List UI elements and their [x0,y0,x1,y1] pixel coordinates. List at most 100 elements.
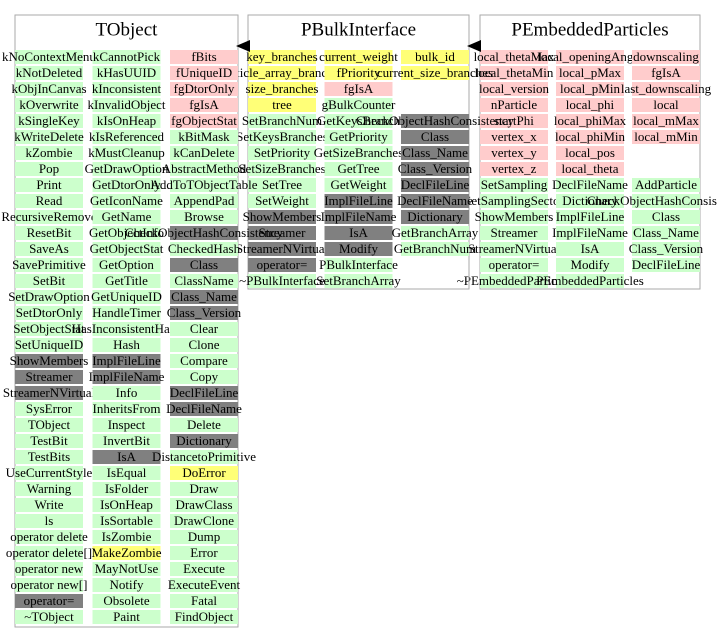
member-cell [632,50,700,64]
member-cell [480,226,548,240]
member-cell [170,482,238,496]
member-cell [170,210,238,224]
member-label: SetSamplingSector [464,193,564,208]
member-label: DrawClass [175,497,232,512]
member-label: Dictionary [407,209,463,224]
member-cell [632,82,700,96]
member-label: IsEqual [107,465,147,480]
member-label: Pop [39,161,59,176]
member-label: MayNotUse [95,561,159,576]
class-box: PEmbeddedParticleslocal_thetaMaxlocal_th… [457,14,717,290]
member-cell [248,50,316,64]
member-label: Streamer [26,369,74,384]
member-cell [480,258,548,272]
member-label: operator delete[] [6,545,92,560]
member-label: IsOnHeap [100,497,153,512]
member-label: last_downscaling [621,81,712,96]
member-cell [480,146,548,160]
member-cell [401,226,469,240]
inheritance-arrow [467,40,481,52]
member-cell [170,306,238,320]
member-cell [15,546,83,560]
member-label: TObject [28,417,71,432]
member-label: local [653,97,679,112]
member-label: SetTree [262,177,302,192]
member-label: kCanDelete [173,145,235,160]
member-label: CheckObjectHashConsistency [356,113,515,128]
member-label: InheritsFrom [93,401,161,416]
member-label: kObjInCanvas [11,81,86,96]
member-label: Class_Name [633,225,699,240]
member-cell [92,130,161,144]
member-cell [92,242,161,256]
member-cell [15,242,83,256]
member-label: gBulkCounter [322,97,396,112]
member-label: ImplFileLine [92,353,161,368]
member-cell [170,130,238,144]
member-cell [401,178,469,192]
member-label: kWriteDelete [14,129,84,144]
member-cell [632,194,700,208]
member-cell [92,194,161,208]
member-cell [15,114,83,128]
member-cell [92,610,161,624]
member-label: Clear [190,321,219,336]
member-label: ShowMembers [243,209,322,224]
member-label: ExecuteEvent [168,577,241,592]
member-label: InvertBit [103,433,150,448]
member-cell [632,210,700,224]
member-cell [632,66,700,80]
member-label: downscaling [633,49,699,64]
member-cell [556,242,624,256]
member-label: SavePrimitive [12,257,86,272]
member-label: current_size_branches [377,65,493,80]
member-cell [15,578,83,592]
member-label: ls [45,513,54,528]
member-cell [248,130,316,144]
member-label: operator new[] [11,577,88,592]
member-cell [556,178,624,192]
member-label: operator= [257,257,308,272]
member-label: GetTree [337,161,379,176]
member-cell [92,274,161,288]
member-cell [92,210,161,224]
member-cell [170,386,238,400]
member-label: Obsolete [103,593,149,608]
member-cell [324,98,393,112]
member-cell [92,98,161,112]
member-label: GetSizeBranches [314,145,404,160]
member-label: Warning [27,481,72,496]
member-cell [92,178,161,192]
member-cell [324,194,393,208]
member-cell [248,226,316,240]
member-label: local_openingAngle [537,49,643,64]
member-cell [170,290,238,304]
member-cell [15,98,83,112]
member-cell [324,210,393,224]
member-label: SetSizeBranches [238,161,325,176]
member-label: local_phiMin [555,129,626,144]
member-label: Class [652,209,680,224]
member-cell [480,178,548,192]
member-cell [15,370,83,384]
member-label: Notify [110,577,144,592]
member-cell [92,370,161,384]
member-cell [324,226,393,240]
member-cell [324,82,393,96]
member-label: kIsReferenced [89,129,165,144]
member-cell [632,226,700,240]
member-label: AppendPad [174,193,235,208]
member-cell [92,386,161,400]
member-cell [170,402,238,416]
member-cell [15,338,83,352]
member-label: Modify [571,257,611,272]
member-cell [15,594,83,608]
member-cell [401,114,469,128]
member-label: Info [116,385,138,400]
member-label: local_pos [565,145,615,160]
member-cell [170,418,238,432]
member-cell [556,146,624,160]
member-cell [15,354,83,368]
member-label: kIsOnHeap [97,113,156,128]
